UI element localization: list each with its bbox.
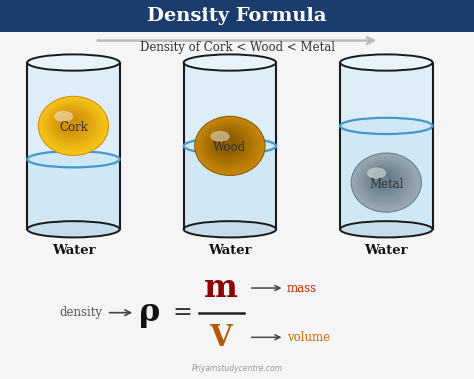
Text: Water: Water	[365, 244, 408, 257]
Ellipse shape	[361, 161, 409, 201]
Ellipse shape	[57, 113, 83, 134]
Ellipse shape	[197, 118, 263, 173]
Ellipse shape	[214, 133, 239, 154]
Ellipse shape	[340, 221, 432, 237]
Text: Wood: Wood	[213, 141, 246, 154]
Ellipse shape	[210, 129, 245, 158]
Ellipse shape	[363, 163, 406, 199]
Ellipse shape	[199, 120, 260, 171]
Ellipse shape	[204, 124, 252, 165]
Ellipse shape	[59, 114, 81, 132]
Ellipse shape	[367, 168, 386, 179]
Ellipse shape	[372, 171, 393, 188]
Ellipse shape	[340, 55, 432, 70]
Text: Metal: Metal	[369, 178, 403, 191]
Ellipse shape	[201, 121, 257, 169]
Ellipse shape	[44, 101, 101, 149]
Ellipse shape	[27, 55, 119, 70]
Ellipse shape	[208, 128, 247, 160]
Ellipse shape	[216, 134, 237, 152]
Ellipse shape	[210, 131, 230, 142]
Ellipse shape	[183, 55, 276, 70]
Ellipse shape	[42, 100, 103, 151]
Ellipse shape	[50, 106, 93, 143]
Text: volume: volume	[287, 331, 330, 344]
Text: m: m	[203, 273, 237, 304]
Text: ρ: ρ	[139, 297, 160, 328]
Ellipse shape	[355, 156, 416, 208]
Text: density: density	[59, 306, 102, 319]
Ellipse shape	[183, 138, 276, 154]
Text: Cork: Cork	[59, 121, 88, 134]
Ellipse shape	[183, 221, 276, 237]
Text: Water: Water	[208, 244, 252, 257]
Ellipse shape	[46, 103, 99, 147]
Text: V: V	[209, 323, 232, 352]
Ellipse shape	[202, 123, 255, 167]
Ellipse shape	[368, 168, 399, 193]
Ellipse shape	[212, 131, 242, 156]
Bar	[183, 146, 276, 229]
Bar	[340, 126, 432, 229]
Ellipse shape	[48, 104, 96, 145]
Ellipse shape	[55, 111, 86, 136]
Bar	[27, 159, 119, 229]
Bar	[340, 63, 432, 229]
Text: =: =	[173, 301, 192, 324]
Bar	[0, 0, 474, 32]
Ellipse shape	[27, 151, 119, 168]
Text: Density of Cork < Wood < Metal: Density of Cork < Wood < Metal	[139, 41, 335, 54]
Ellipse shape	[27, 221, 119, 237]
Ellipse shape	[359, 160, 411, 204]
Bar	[183, 63, 276, 229]
Ellipse shape	[370, 169, 396, 191]
Text: mass: mass	[287, 282, 317, 294]
Ellipse shape	[357, 158, 414, 206]
Ellipse shape	[195, 116, 265, 175]
Ellipse shape	[206, 126, 250, 163]
Ellipse shape	[340, 118, 432, 134]
Bar	[27, 63, 119, 229]
Ellipse shape	[353, 155, 419, 210]
Text: Density Formula: Density Formula	[147, 7, 327, 25]
Text: Water: Water	[52, 244, 95, 257]
Ellipse shape	[54, 111, 73, 122]
Ellipse shape	[52, 108, 91, 140]
Ellipse shape	[54, 109, 88, 138]
Ellipse shape	[365, 164, 403, 197]
Ellipse shape	[351, 153, 421, 212]
Ellipse shape	[40, 98, 106, 153]
Ellipse shape	[38, 96, 109, 155]
Text: Priyamstudycentre.com: Priyamstudycentre.com	[191, 364, 283, 373]
Ellipse shape	[366, 166, 401, 195]
